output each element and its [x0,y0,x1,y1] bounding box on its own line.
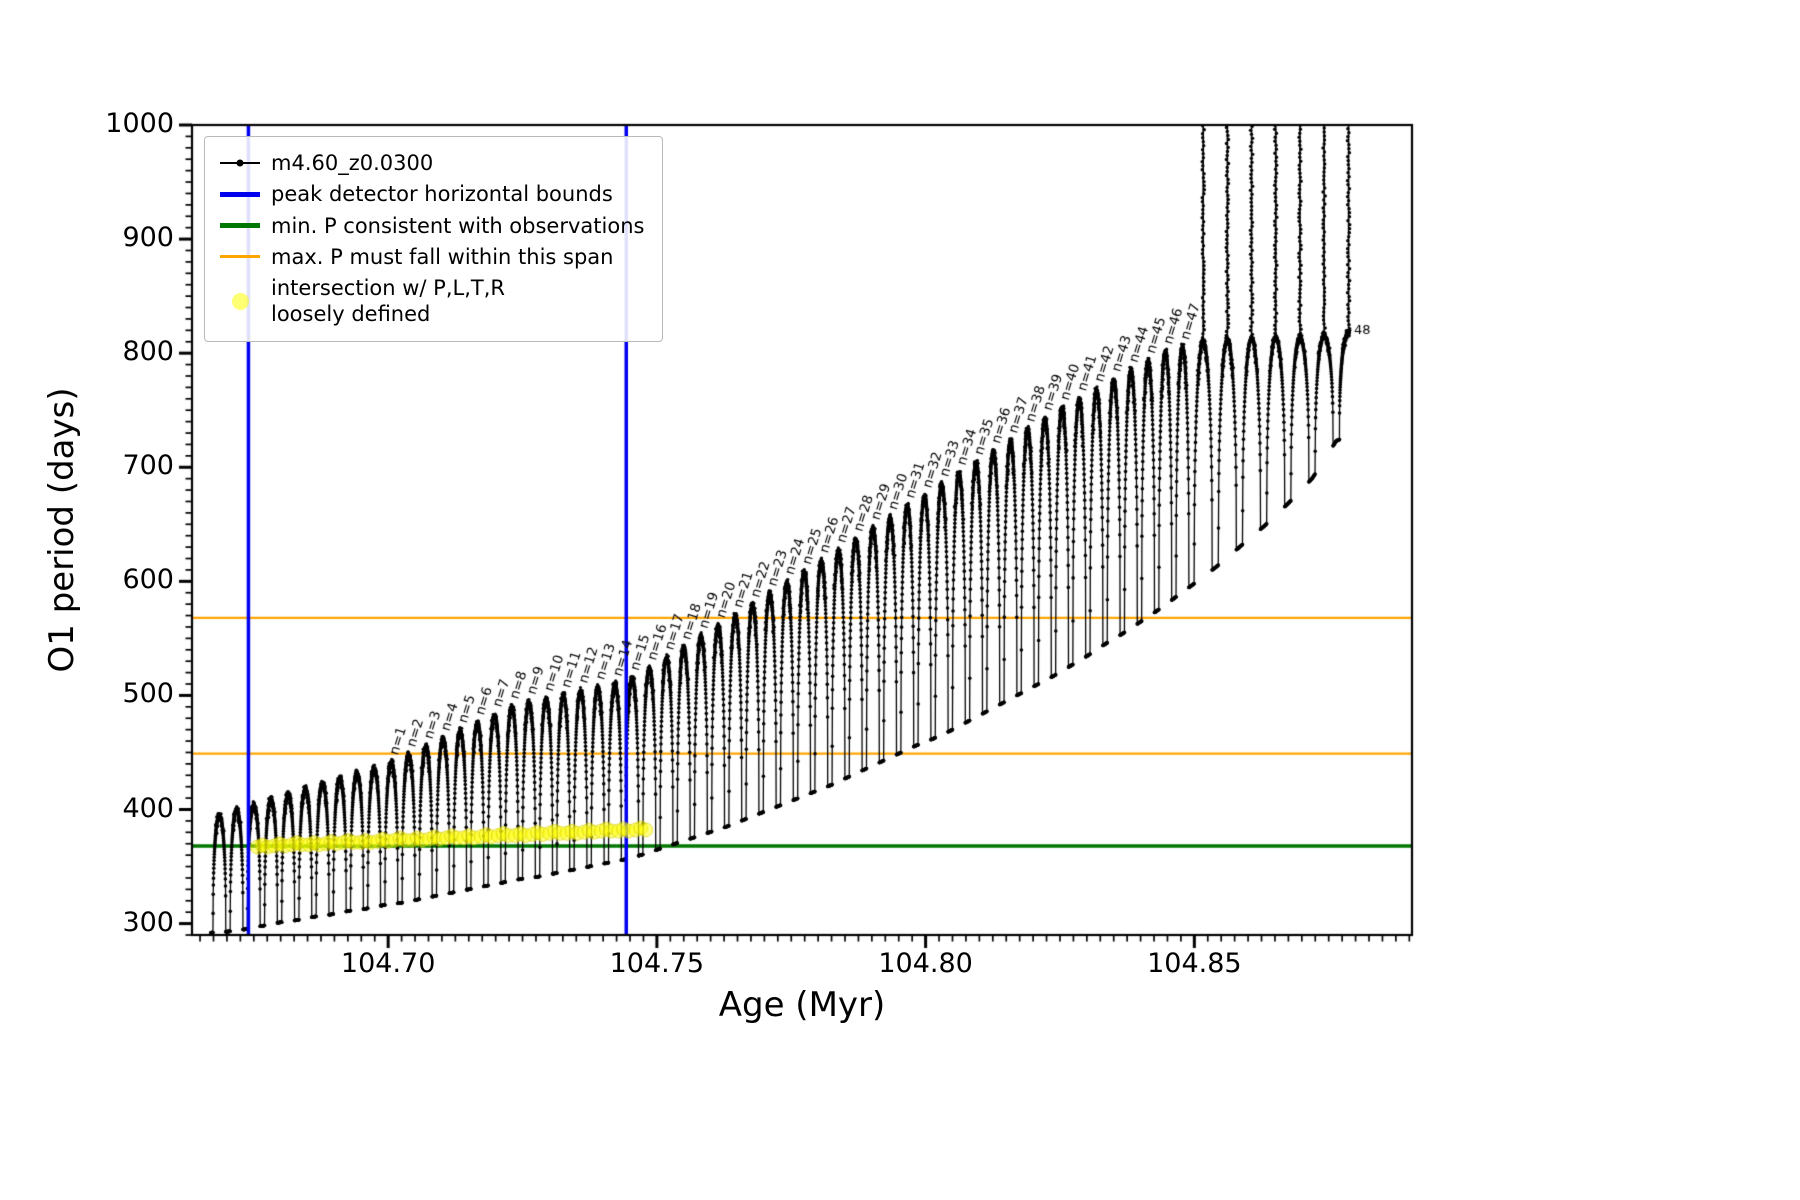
green-hline-icon [217,213,263,239]
yellow-dot-icon [217,288,263,314]
y-tick-label: 600 [122,564,174,596]
x-tick-label: 104.80 [878,948,973,979]
legend-label: intersection w/ P,L,T,R loosely defined [271,276,505,327]
y-tick-label: 500 [122,678,174,710]
legend-entry-4: intersection w/ P,L,T,R loosely defined [217,275,644,328]
legend-label: m4.60_z0.0300 [271,151,434,175]
y-axis-label: O1 period (days) [42,387,82,673]
y-tick-label: 900 [122,222,174,254]
x-tick-label: 104.75 [609,948,705,979]
legend-entry-2: min. P consistent with observations [217,213,644,239]
y-tick-label: 700 [122,450,174,482]
legend-label: peak detector horizontal bounds [271,182,613,207]
legend-entry-0: m4.60_z0.0300 [217,150,644,176]
blue-vline-icon [217,181,263,207]
series-line-icon [217,150,263,176]
x-axis-label: Age (Myr) [718,985,886,1025]
y-tick-label: 400 [122,792,174,824]
legend-entry-1: peak detector horizontal bounds [217,181,644,207]
x-tick-label: 104.70 [340,948,436,979]
x-tick-label: 104.85 [1147,948,1242,979]
orange-hline-icon [217,244,263,270]
y-tick-label: 800 [122,336,174,368]
y-tick-label: 1000 [105,108,174,139]
legend-label: min. P consistent with observations [271,213,645,238]
legend-entry-3: max. P must fall within this span [217,244,644,270]
y-tick-label: 300 [122,906,174,938]
legend-label: max. P must fall within this span [271,244,614,269]
